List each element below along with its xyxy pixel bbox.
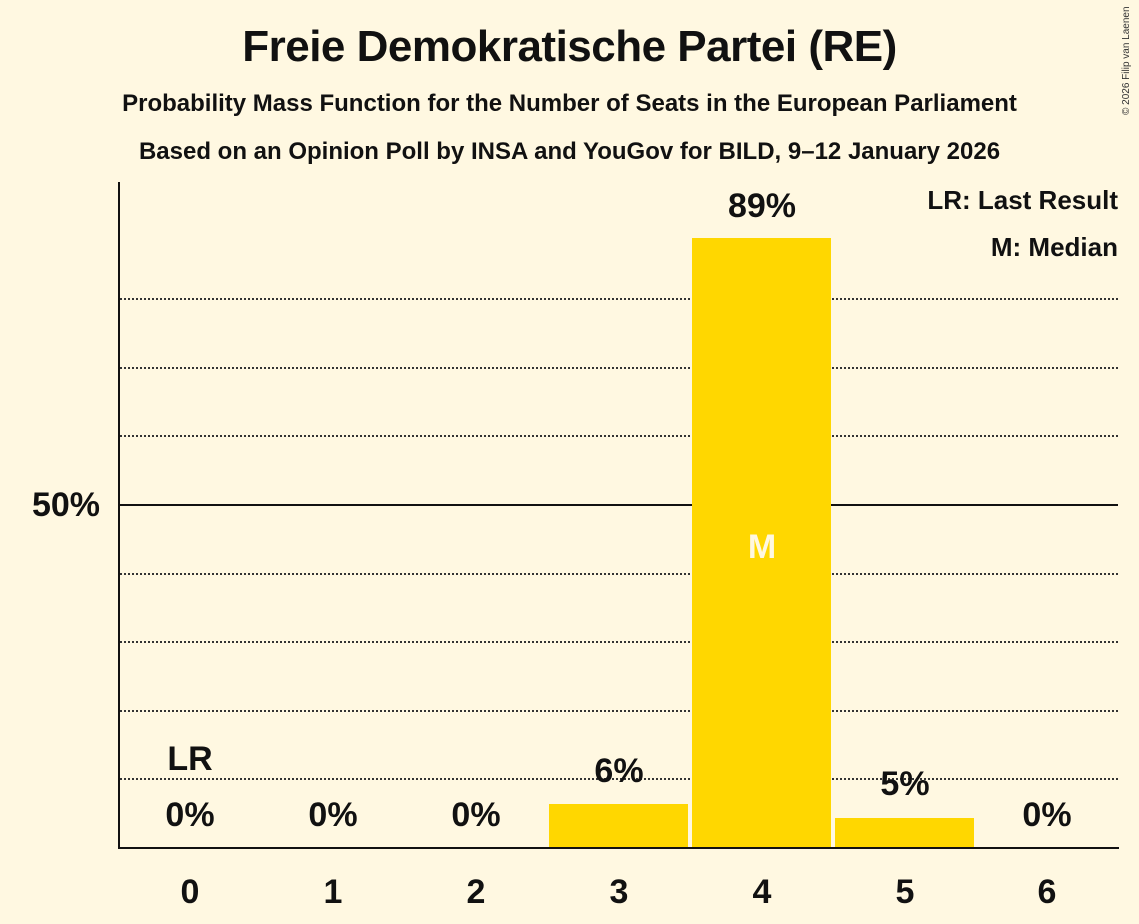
x-axis (118, 847, 1119, 849)
y-axis (118, 182, 120, 849)
x-tick-5: 5 (895, 873, 915, 911)
value-label-6: 0% (1022, 796, 1072, 834)
median-marker: M (747, 528, 777, 566)
x-tick-3: 3 (609, 873, 629, 911)
copyright-notice: © 2026 Filip van Laenen (1121, 6, 1132, 115)
x-tick-0: 0 (180, 873, 200, 911)
value-label-1: 0% (308, 796, 358, 834)
legend-median: M: Median (990, 232, 1118, 262)
x-tick-1: 1 (323, 873, 343, 911)
gridline-40 (120, 573, 1118, 575)
value-label-5: 5% (880, 765, 930, 803)
gridline-60 (120, 435, 1118, 437)
chart-source: Based on an Opinion Poll by INSA and You… (138, 138, 1001, 165)
y-tick-50: 50% (31, 486, 100, 524)
value-label-2: 0% (451, 796, 501, 834)
gridline-50 (120, 504, 1118, 506)
gridline-20 (120, 710, 1118, 712)
chart-subtitle: Probability Mass Function for the Number… (122, 90, 1017, 117)
x-tick-2: 2 (466, 873, 486, 911)
gridline-80 (120, 298, 1118, 300)
last-result-marker: LR (167, 740, 213, 778)
gridline-70 (120, 367, 1118, 369)
gridline-30 (120, 641, 1118, 643)
bar-3 (549, 804, 688, 848)
legend-last-result: LR: Last Result (927, 185, 1118, 215)
bar-5 (835, 818, 974, 848)
value-label-4: 89% (727, 187, 797, 225)
value-label-3: 6% (594, 752, 644, 790)
value-label-0: 0% (165, 796, 215, 834)
gridline-10 (120, 778, 1118, 780)
x-tick-4: 4 (752, 873, 772, 911)
bar-4 (692, 238, 831, 848)
x-tick-6: 6 (1037, 873, 1057, 911)
chart-title: Freie Demokratische Partei (RE) (242, 22, 897, 71)
